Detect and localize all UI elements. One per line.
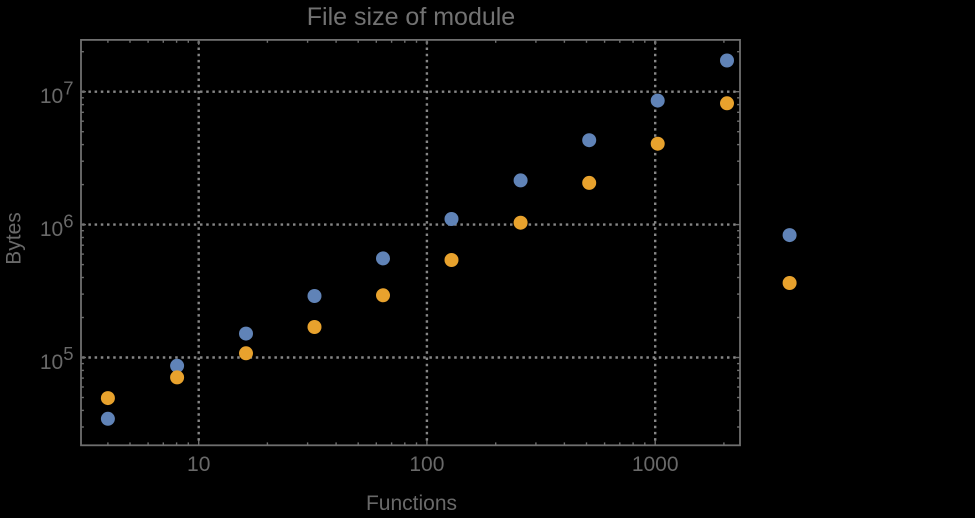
svg-text:Functions: Functions xyxy=(366,492,457,513)
svg-text:100: 100 xyxy=(409,453,444,476)
svg-text:1000: 1000 xyxy=(632,453,679,476)
svg-text:Bytes: Bytes xyxy=(3,212,26,265)
svg-text:File size of module: File size of module xyxy=(307,3,515,31)
svg-text:10: 10 xyxy=(187,453,210,476)
